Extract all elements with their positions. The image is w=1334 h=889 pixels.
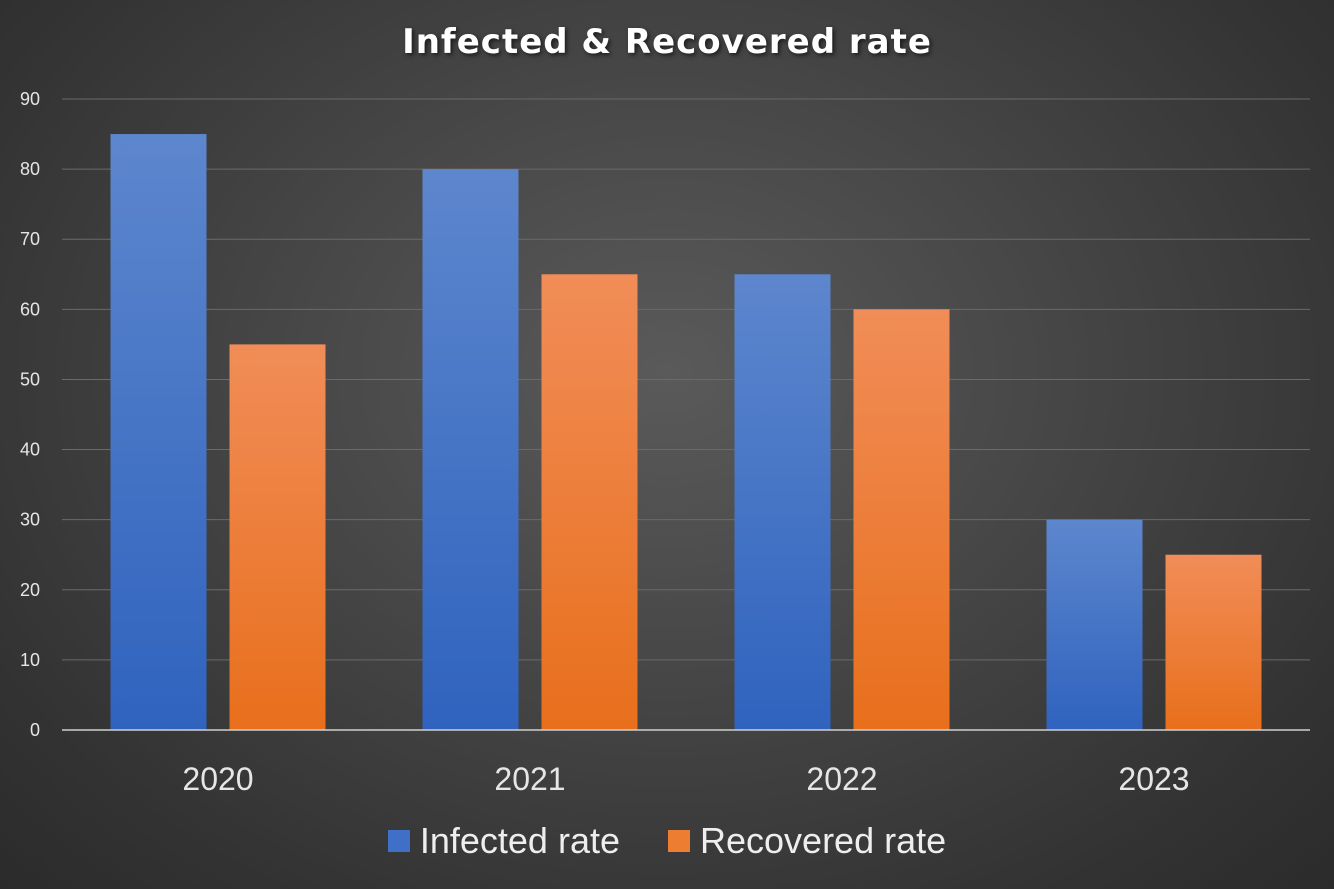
bar-recovered-2021	[541, 274, 638, 730]
y-tick-label: 20	[20, 580, 40, 600]
y-tick-label: 70	[20, 229, 40, 249]
y-tick-label: 80	[20, 159, 40, 179]
x-tick-label: 2022	[806, 761, 877, 797]
x-tick-label: 2020	[182, 761, 253, 797]
bar-infected-2023	[1046, 519, 1143, 730]
y-tick-label: 50	[20, 369, 40, 389]
legend-swatch-infected	[387, 830, 410, 852]
y-tick-label: 10	[20, 650, 40, 670]
chart-legend: Infected rate Recovered rate	[0, 820, 1334, 862]
bar-recovered-2022	[853, 309, 950, 730]
legend-item-recovered: Recovered rate	[668, 820, 946, 862]
x-tick-label: 2021	[494, 761, 565, 797]
y-tick-label: 90	[20, 89, 40, 109]
x-tick-label: 2023	[1118, 761, 1189, 797]
legend-label-infected: Infected rate	[419, 820, 620, 861]
y-tick-label: 0	[30, 720, 40, 740]
legend-label-recovered: Recovered rate	[700, 820, 947, 861]
bar-infected-2021	[422, 169, 519, 731]
bar-recovered-2023	[1165, 554, 1262, 730]
y-tick-label: 60	[20, 299, 40, 319]
y-tick-label: 40	[20, 440, 40, 460]
bar-recovered-2020	[229, 344, 326, 730]
bar-infected-2022	[734, 274, 831, 730]
legend-item-infected: Infected rate	[387, 820, 620, 862]
legend-swatch-recovered	[668, 830, 690, 852]
bar-infected-2020	[110, 134, 207, 731]
y-tick-label: 30	[20, 510, 40, 530]
chart-title: Infected & Recovered rate	[402, 22, 932, 62]
